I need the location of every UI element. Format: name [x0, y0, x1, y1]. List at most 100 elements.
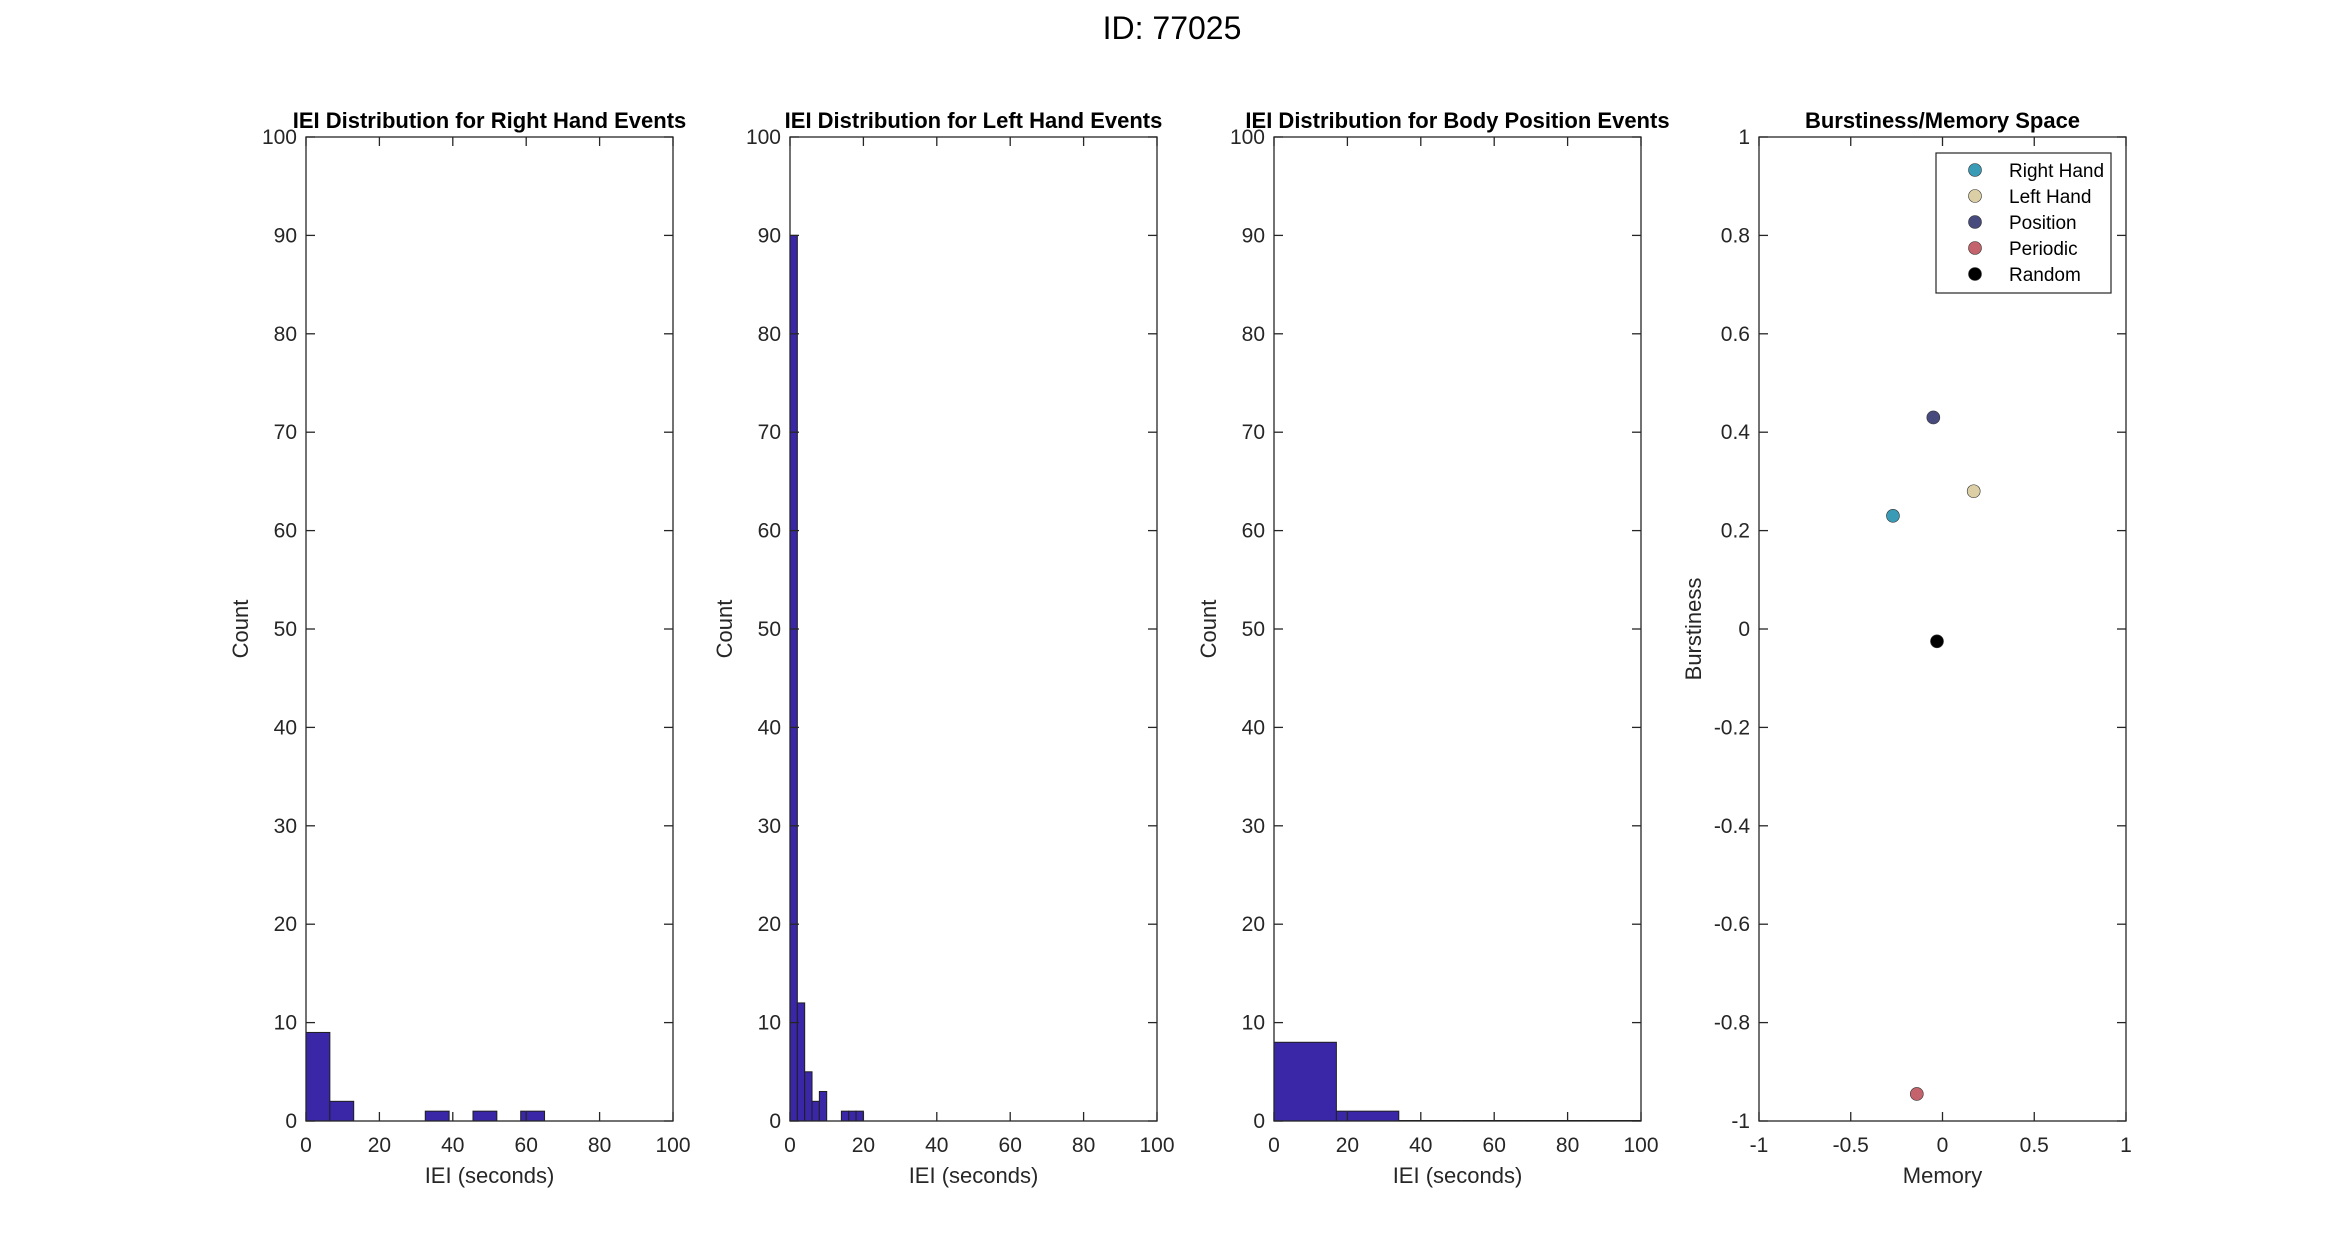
- y-tick-label: 30: [758, 815, 781, 838]
- y-tick-label: 0: [1253, 1110, 1265, 1133]
- x-tick-label: 80: [588, 1134, 611, 1157]
- y-tick-label: 0.4: [1721, 421, 1751, 444]
- x-tick-label: 0: [1937, 1134, 1949, 1157]
- y-tick-label: 70: [1242, 421, 1265, 444]
- x-axis-label: IEI (seconds): [425, 1163, 555, 1188]
- legend-box: [1935, 152, 2112, 294]
- y-tick-label: 90: [274, 224, 297, 247]
- histogram-bar: [520, 1110, 546, 1122]
- y-tick-label: 70: [274, 421, 297, 444]
- x-tick-label: -0.5: [1833, 1134, 1869, 1157]
- y-tick-label: 10: [758, 1012, 781, 1035]
- x-tick-label: 100: [1139, 1134, 1174, 1157]
- x-tick-label: 0.5: [2020, 1134, 2049, 1157]
- legend-label: Position: [2009, 213, 2077, 234]
- y-tick-label: 10: [1242, 1012, 1265, 1035]
- scatter-point-random: [1930, 634, 1944, 649]
- y-tick-label: -1: [1731, 1110, 1750, 1133]
- y-tick-label: 80: [274, 323, 297, 346]
- histogram-bar: [1273, 1041, 1337, 1122]
- x-tick-label: 40: [925, 1134, 948, 1157]
- y-tick-label: 90: [1242, 224, 1265, 247]
- y-tick-label: 40: [274, 716, 297, 739]
- y-tick-label: 0.6: [1721, 323, 1750, 346]
- y-tick-label: 70: [758, 421, 781, 444]
- chart-title: IEI Distribution for Body Position Event…: [1245, 108, 1669, 133]
- legend-label: Periodic: [2009, 239, 2078, 260]
- histogram-bar: [329, 1100, 355, 1122]
- legend-marker: [1968, 163, 1982, 177]
- y-tick-label: 0.2: [1721, 520, 1750, 543]
- x-tick-label: 20: [852, 1134, 875, 1157]
- x-axis-label: IEI (seconds): [1393, 1163, 1523, 1188]
- x-tick-label: 0: [1268, 1134, 1280, 1157]
- y-tick-label: 50: [274, 618, 297, 641]
- histogram-bar: [848, 1110, 857, 1122]
- y-tick-label: 1: [1738, 126, 1750, 149]
- histogram-bar: [305, 1031, 331, 1122]
- y-tick-label: 10: [274, 1012, 297, 1035]
- y-tick-label: -0.8: [1714, 1012, 1750, 1035]
- x-tick-label: 80: [1072, 1134, 1095, 1157]
- y-tick-label: 30: [274, 815, 297, 838]
- y-tick-label: 0: [285, 1110, 297, 1133]
- histogram-bar: [811, 1100, 820, 1122]
- scatter-point-periodic: [1910, 1087, 1924, 1101]
- y-tick-label: 0: [1738, 618, 1750, 641]
- y-tick-label: 80: [758, 323, 781, 346]
- x-tick-label: 40: [441, 1134, 464, 1157]
- y-tick-label: 90: [758, 224, 781, 247]
- y-tick-label: 20: [758, 913, 781, 936]
- plot-area: [1274, 137, 1641, 1121]
- y-tick-label: 60: [758, 520, 781, 543]
- y-tick-label: 40: [758, 716, 781, 739]
- y-axis-label: Count: [1196, 600, 1221, 659]
- x-tick-label: 100: [655, 1134, 690, 1157]
- legend-label: Left Hand: [2009, 187, 2091, 208]
- y-tick-label: 60: [274, 520, 297, 543]
- histogram-bar: [804, 1071, 813, 1122]
- legend-label: Right Hand: [2009, 161, 2104, 182]
- legend-label: Random: [2009, 265, 2081, 286]
- legend-marker: [1968, 241, 1982, 255]
- y-tick-label: 100: [1230, 126, 1265, 149]
- chart-title: IEI Distribution for Right Hand Events: [293, 108, 687, 133]
- x-axis-label: IEI (seconds): [909, 1163, 1039, 1188]
- plot-area: [1759, 137, 2126, 1121]
- y-axis-label: Count: [228, 600, 253, 659]
- y-axis-label: Burstiness: [1681, 578, 1706, 681]
- x-tick-label: 60: [515, 1134, 538, 1157]
- y-tick-label: -0.6: [1714, 913, 1750, 936]
- y-tick-label: 50: [758, 618, 781, 641]
- y-axis-label: Count: [712, 600, 737, 659]
- legend-marker: [1968, 215, 1982, 229]
- x-tick-label: 0: [300, 1134, 312, 1157]
- histogram-bar: [855, 1110, 864, 1122]
- scatter-point-left-hand: [1966, 484, 1981, 499]
- y-tick-label: -0.4: [1714, 815, 1751, 838]
- scatter-point-position: [1926, 410, 1941, 425]
- y-tick-label: 0: [769, 1110, 781, 1133]
- chart-title: IEI Distribution for Left Hand Events: [785, 108, 1163, 133]
- x-tick-label: 100: [1623, 1134, 1658, 1157]
- x-tick-label: 0: [784, 1134, 796, 1157]
- histogram-bar: [1335, 1110, 1400, 1122]
- plot-area: [790, 137, 1157, 1121]
- x-tick-label: 20: [368, 1134, 391, 1157]
- histogram-bar: [424, 1110, 450, 1122]
- x-axis-label: Memory: [1903, 1163, 1982, 1188]
- y-tick-label: -0.2: [1714, 716, 1750, 739]
- y-tick-label: 20: [1242, 913, 1265, 936]
- y-tick-label: 0.8: [1721, 224, 1750, 247]
- histogram-bar: [789, 234, 798, 1122]
- scatter-point-right-hand: [1886, 509, 1900, 523]
- x-tick-label: 40: [1409, 1134, 1432, 1157]
- y-tick-label: 80: [1242, 323, 1265, 346]
- x-tick-label: 20: [1336, 1134, 1359, 1157]
- histogram-bar: [796, 1002, 806, 1122]
- y-tick-label: 40: [1242, 716, 1265, 739]
